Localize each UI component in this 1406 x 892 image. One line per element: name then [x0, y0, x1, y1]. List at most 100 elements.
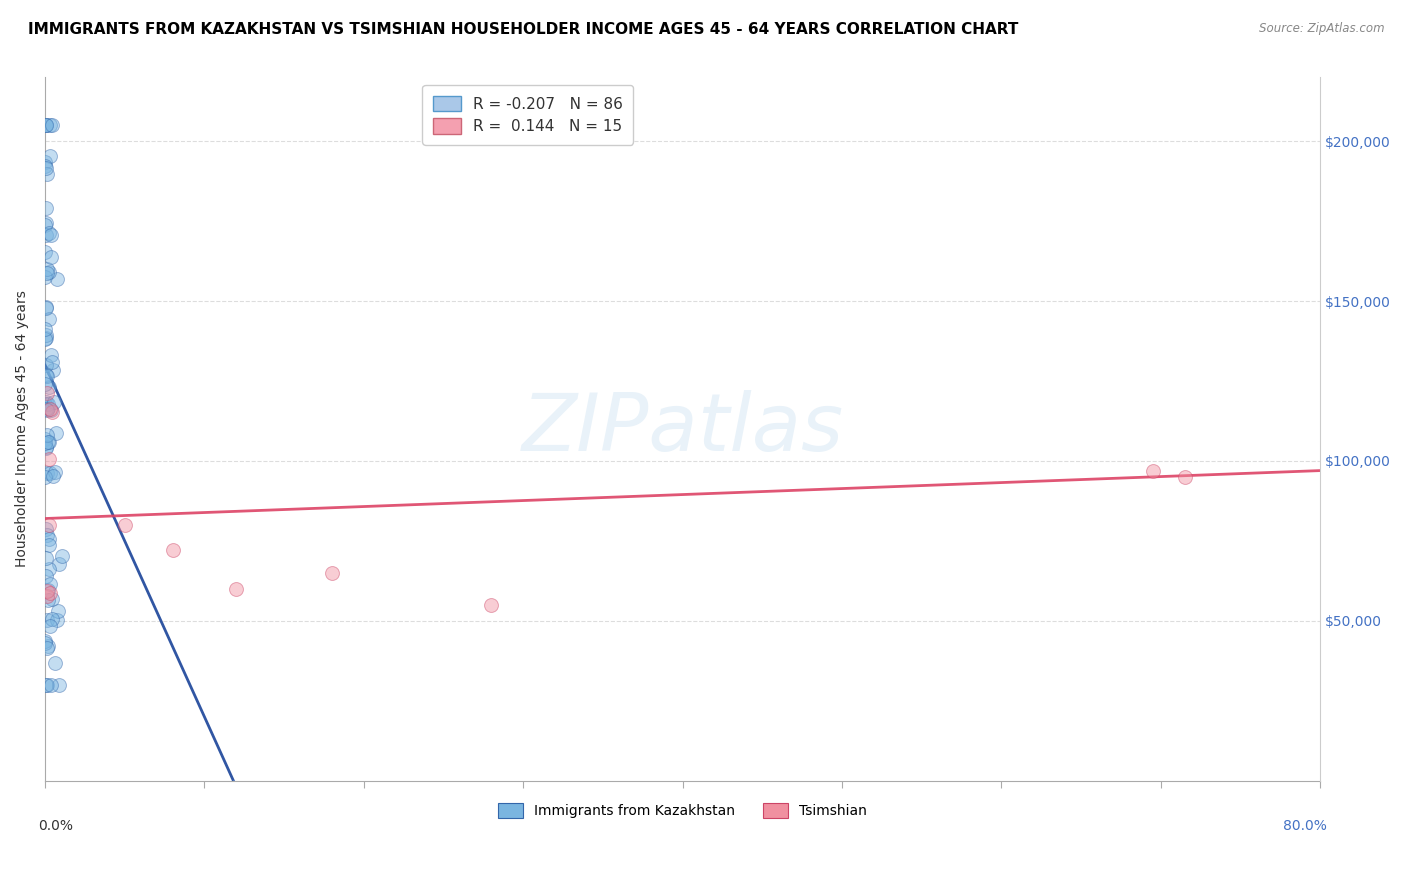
Point: [34, 159, 56, 173]
Point: [35, 613, 58, 627]
Point: [114, 517, 136, 532]
Point: [225, 582, 247, 596]
Point: [41, 612, 63, 626]
Point: [45, 426, 67, 441]
Point: [35, 368, 58, 383]
Point: [48, 558, 70, 572]
Text: IMMIGRANTS FROM KAZAKHSTAN VS TSIMSHIAN HOUSEHOLDER INCOME AGES 45 - 64 YEARS CO: IMMIGRANTS FROM KAZAKHSTAN VS TSIMSHIAN …: [28, 22, 1018, 37]
Point: [35, 402, 58, 417]
Point: [34, 436, 56, 450]
Point: [42, 468, 65, 483]
Point: [38, 149, 60, 163]
Point: [38, 538, 60, 552]
Point: [38, 517, 60, 532]
Point: [35, 119, 58, 133]
Point: [34, 216, 56, 230]
Point: [34, 327, 56, 342]
Point: [38, 532, 60, 546]
Point: [35, 266, 58, 280]
Point: [35, 161, 58, 175]
Point: [34, 322, 56, 336]
Point: [34, 397, 56, 411]
Point: [41, 119, 63, 133]
Point: [37, 639, 59, 653]
Point: [34, 432, 56, 446]
Point: [45, 614, 67, 628]
Text: 80.0%: 80.0%: [1282, 819, 1327, 833]
Y-axis label: Householder Income Ages 45 - 64 years: Householder Income Ages 45 - 64 years: [15, 291, 30, 567]
Point: [39, 403, 62, 417]
Point: [41, 250, 63, 264]
Point: [1142, 464, 1164, 478]
Point: [38, 226, 60, 240]
Point: [35, 522, 58, 536]
Point: [35, 440, 58, 454]
Point: [35, 168, 58, 182]
Point: [35, 119, 58, 133]
Point: [35, 584, 58, 599]
Point: [35, 466, 58, 480]
Point: [37, 435, 59, 450]
Point: [38, 312, 60, 326]
Point: [34, 470, 56, 484]
Point: [38, 434, 60, 449]
Point: [479, 598, 502, 612]
Point: [39, 577, 62, 591]
Point: [35, 386, 58, 401]
Point: [35, 640, 58, 655]
Point: [34, 270, 56, 285]
Text: 0.0%: 0.0%: [38, 819, 73, 833]
Point: [39, 678, 62, 692]
Text: ZIPatlas: ZIPatlas: [522, 390, 844, 468]
Point: [37, 528, 59, 542]
Point: [38, 380, 60, 394]
Point: [39, 348, 62, 362]
Point: [41, 591, 63, 606]
Point: [37, 397, 59, 411]
Point: [38, 619, 60, 633]
Point: [34, 377, 56, 392]
Point: [34, 154, 56, 169]
Point: [44, 465, 66, 479]
Point: [34, 442, 56, 456]
Point: [38, 586, 60, 600]
Point: [51, 549, 73, 563]
Point: [34, 634, 56, 648]
Point: [35, 119, 58, 133]
Point: [35, 589, 58, 603]
Point: [35, 301, 58, 315]
Point: [38, 562, 60, 576]
Point: [39, 401, 62, 416]
Point: [48, 678, 70, 692]
Point: [35, 569, 58, 583]
Point: [44, 657, 66, 671]
Point: [37, 368, 59, 383]
Point: [35, 678, 58, 692]
Point: [162, 543, 184, 558]
Point: [35, 262, 58, 277]
Point: [34, 244, 56, 259]
Point: [35, 228, 58, 243]
Point: [42, 395, 65, 409]
Point: [35, 359, 58, 373]
Point: [35, 551, 58, 566]
Point: [38, 119, 60, 133]
Point: [35, 428, 58, 442]
Point: [35, 402, 58, 417]
Text: Source: ZipAtlas.com: Source: ZipAtlas.com: [1260, 22, 1385, 36]
Point: [37, 678, 59, 692]
Point: [39, 467, 62, 481]
Point: [41, 404, 63, 418]
Point: [48, 604, 70, 618]
Point: [37, 401, 59, 415]
Legend: Immigrants from Kazakhstan, Tsimshian: Immigrants from Kazakhstan, Tsimshian: [489, 795, 876, 826]
Point: [41, 354, 63, 368]
Point: [34, 394, 56, 409]
Point: [35, 300, 58, 314]
Point: [34, 332, 56, 346]
Point: [35, 201, 58, 215]
Point: [38, 451, 60, 466]
Point: [37, 593, 59, 607]
Point: [46, 272, 69, 286]
Point: [321, 566, 343, 580]
